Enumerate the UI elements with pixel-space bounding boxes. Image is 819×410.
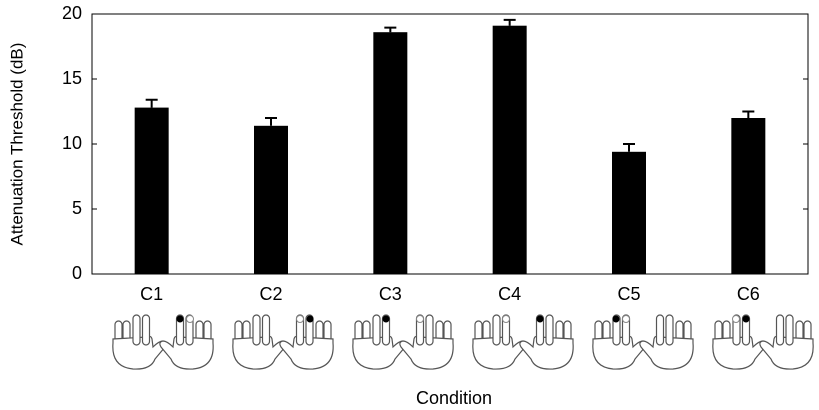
x-axis-label: Condition	[416, 388, 492, 408]
bar	[612, 152, 646, 274]
hand-icon	[353, 315, 453, 369]
error-bar	[384, 28, 396, 33]
hand-icon	[233, 315, 333, 369]
x-tick-label: C1	[140, 284, 163, 304]
error-bar	[623, 144, 635, 152]
y-tick-label: 5	[72, 198, 82, 218]
x-tick-label: C5	[617, 284, 640, 304]
x-tick-label: C3	[379, 284, 402, 304]
bar	[254, 126, 288, 274]
error-bar	[504, 20, 516, 26]
error-bar	[146, 100, 158, 108]
y-tick-label: 0	[72, 263, 82, 283]
x-tick-label: C2	[259, 284, 282, 304]
y-tick-label: 15	[62, 68, 82, 88]
y-axis-label: Attenuation Threshold (dB)	[7, 43, 26, 246]
error-bar	[742, 112, 754, 119]
x-tick-label: C4	[498, 284, 521, 304]
bar	[493, 26, 527, 274]
x-tick-label: C6	[737, 284, 760, 304]
bar	[373, 32, 407, 274]
hand-icon	[713, 315, 813, 369]
bar	[135, 108, 169, 274]
chart: Condition Attenuation Threshold (dB) 0 5 1…	[0, 0, 819, 410]
bar	[731, 118, 765, 274]
condition-icons	[113, 315, 813, 369]
plot-frame	[92, 14, 808, 274]
hand-icon	[593, 315, 693, 369]
hand-icon	[473, 315, 573, 369]
y-tick-label: 10	[62, 133, 82, 153]
y-tick-label: 20	[62, 3, 82, 23]
hand-icon	[113, 315, 213, 369]
error-bar	[265, 118, 277, 126]
